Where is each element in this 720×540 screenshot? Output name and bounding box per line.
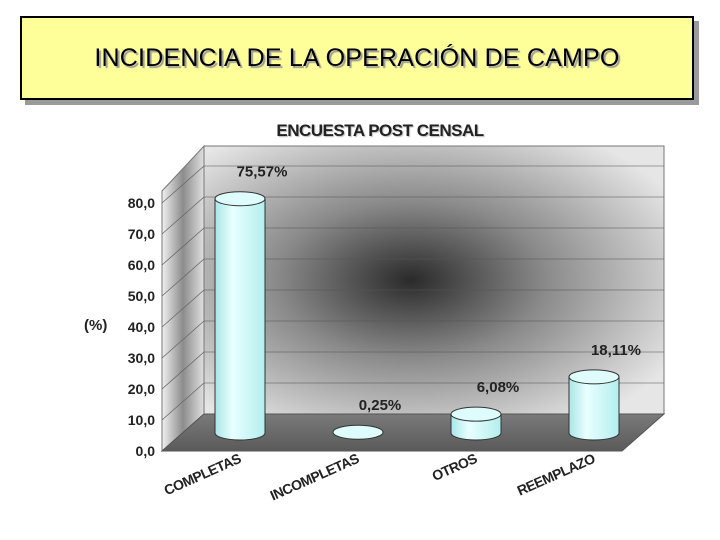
gridline-side — [161, 382, 205, 421]
slide-title: INCIDENCIA DE LA OPERACIÓN DE CAMPO — [94, 43, 620, 72]
data-label: 18,11% — [591, 342, 641, 359]
x-tick-label: REEMPLAZO — [515, 450, 598, 499]
chart-title: ENCUESTA POST CENSAL — [276, 121, 484, 140]
y-tick-label: 60,0 — [128, 257, 155, 273]
bar-top — [332, 424, 384, 440]
bar-top — [568, 369, 620, 385]
gridline-side — [161, 165, 205, 204]
y-tick-label: 30,0 — [128, 350, 155, 366]
bars — [214, 191, 620, 441]
y-tick-label: 0,0 — [136, 443, 156, 459]
y-tick-label: 10,0 — [128, 412, 155, 428]
y-axis-label: (%) — [84, 317, 108, 334]
data-labels: 75,57% 0,25% 6,08% 18,11% — [237, 164, 641, 414]
x-tick-labels: COMPLETAS INCOMPLETAS OTROS REEMPLAZO — [161, 450, 597, 504]
gridline-side — [161, 258, 205, 297]
slide-title-box: INCIDENCIA DE LA OPERACIÓN DE CAMPO — [20, 16, 694, 100]
y-tick-label: 20,0 — [128, 381, 155, 397]
floor — [160, 413, 666, 452]
bar — [568, 369, 620, 441]
x-tick-label: INCOMPLETAS — [268, 450, 362, 503]
side-wall — [161, 144, 205, 453]
plot-area — [160, 144, 666, 453]
gridline-side — [161, 351, 205, 390]
bar-body — [568, 376, 620, 441]
gridline-side — [161, 227, 205, 266]
x-tick-label: OTROS — [430, 450, 480, 484]
y-tick-labels: 0,0 10,0 20,0 30,0 40,0 50,0 60,0 70,0 80,0 — [128, 195, 155, 459]
y-tick-label: 40,0 — [128, 319, 155, 335]
bar — [214, 191, 266, 441]
gridline-side — [161, 289, 205, 328]
y-tick-label: 80,0 — [128, 195, 155, 211]
y-tick-label: 50,0 — [128, 288, 155, 304]
x-tick-label: COMPLETAS — [161, 450, 243, 498]
bar-top — [450, 406, 502, 422]
gridline-side — [161, 196, 205, 235]
data-label: 6,08% — [477, 379, 520, 396]
bar-body — [214, 198, 266, 441]
gridlines — [161, 165, 664, 421]
data-label: 0,25% — [359, 397, 402, 414]
data-label: 75,57% — [237, 164, 288, 181]
bar-top — [214, 191, 266, 207]
bar — [450, 406, 502, 441]
y-tick-label: 70,0 — [128, 226, 155, 242]
gridline-side — [161, 320, 205, 359]
bar — [332, 424, 384, 440]
